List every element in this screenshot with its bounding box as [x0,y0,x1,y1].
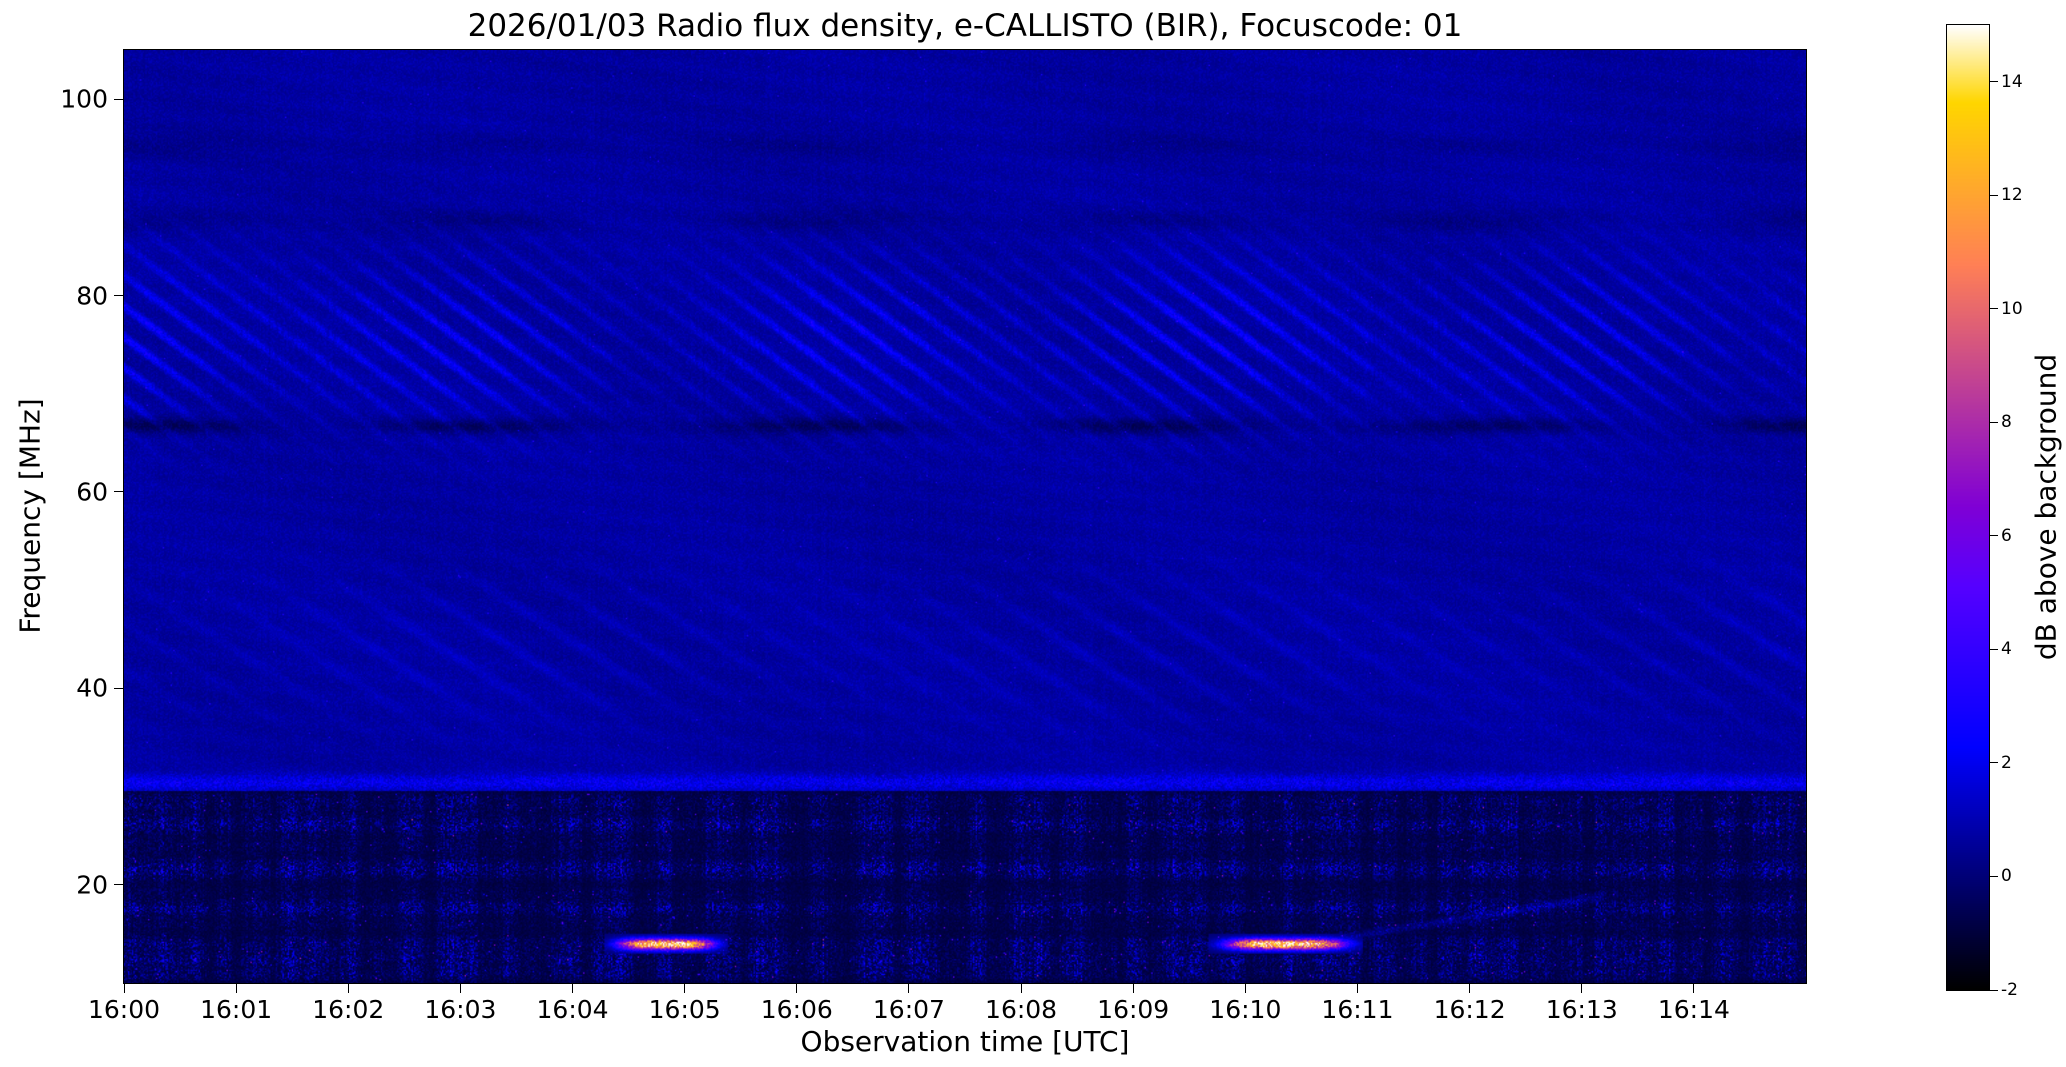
y-tick-mark [114,295,123,297]
colorbar-tick-label: 14 [2001,71,2023,92]
y-tick-label: 60 [76,477,108,507]
colorbar-tick-label: 6 [2001,525,2012,546]
colorbar [1946,24,1990,991]
colorbar-tick-mark [1990,648,1998,650]
x-tick-mark [1356,984,1358,993]
colorbar-tick-mark [1990,421,1998,423]
x-tick-mark [1581,984,1583,993]
x-tick-mark [235,984,237,993]
colorbar-tick-label: 10 [2001,298,2023,319]
x-tick-mark [1020,984,1022,993]
y-tick-label: 40 [76,673,108,703]
x-tick-label: 16:08 [985,995,1058,1024]
x-tick-label: 16:01 [200,995,273,1024]
colorbar-tick-mark [1990,81,1998,83]
colorbar-tick-mark [1990,989,1998,991]
colorbar-tick-mark [1990,308,1998,310]
x-tick-mark [347,984,349,993]
x-tick-label: 16:11 [1321,995,1394,1024]
colorbar-tick-label: 4 [2001,639,2012,660]
x-tick-mark [1244,984,1246,993]
y-tick-label: 100 [60,84,108,114]
x-tick-label: 16:10 [1209,995,1282,1024]
x-tick-mark [459,984,461,993]
x-tick-mark [1693,984,1695,993]
colorbar-tick-mark [1990,535,1998,537]
x-tick-mark [908,984,910,993]
colorbar-tick-label: 2 [2001,752,2012,773]
y-tick-mark [114,98,123,100]
colorbar-tick-mark [1990,762,1998,764]
y-tick-mark [114,884,123,886]
y-tick-label: 20 [76,870,108,900]
spectrogram-canvas [124,50,1806,983]
x-tick-mark [123,984,125,993]
y-axis-label: Frequency [MHz] [13,398,47,634]
colorbar-tick-label: 0 [2001,866,2012,887]
figure-title: 2026/01/03 Radio flux density, e-CALLIST… [467,8,1463,44]
x-tick-label: 16:07 [872,995,945,1024]
x-tick-label: 16:13 [1545,995,1618,1024]
y-tick-mark [114,687,123,689]
colorbar-label: dB above background [2029,353,2063,661]
colorbar-gradient-canvas [1947,25,1989,990]
colorbar-tick-mark [1990,194,1998,196]
x-tick-label: 16:14 [1657,995,1730,1024]
x-tick-mark [684,984,686,993]
x-axis-label: Observation time [UTC] [800,1025,1130,1058]
colorbar-tick-label: 8 [2001,412,2012,433]
colorbar-tick-label: 12 [2001,185,2023,206]
x-tick-mark [1132,984,1134,993]
x-tick-mark [572,984,574,993]
y-tick-mark [114,491,123,493]
x-tick-label: 16:05 [648,995,721,1024]
plot-area [123,49,1807,984]
y-tick-label: 80 [76,281,108,311]
x-tick-label: 16:02 [312,995,385,1024]
x-tick-label: 16:04 [536,995,609,1024]
x-tick-label: 16:12 [1433,995,1506,1024]
x-tick-label: 16:03 [424,995,497,1024]
x-tick-mark [1469,984,1471,993]
colorbar-tick-label: -2 [2001,980,2018,1000]
x-tick-label: 16:00 [87,995,161,1024]
x-tick-label: 16:09 [1097,995,1170,1024]
colorbar-tick-mark [1990,875,1998,877]
x-tick-mark [796,984,798,993]
x-tick-label: 16:06 [760,995,833,1024]
